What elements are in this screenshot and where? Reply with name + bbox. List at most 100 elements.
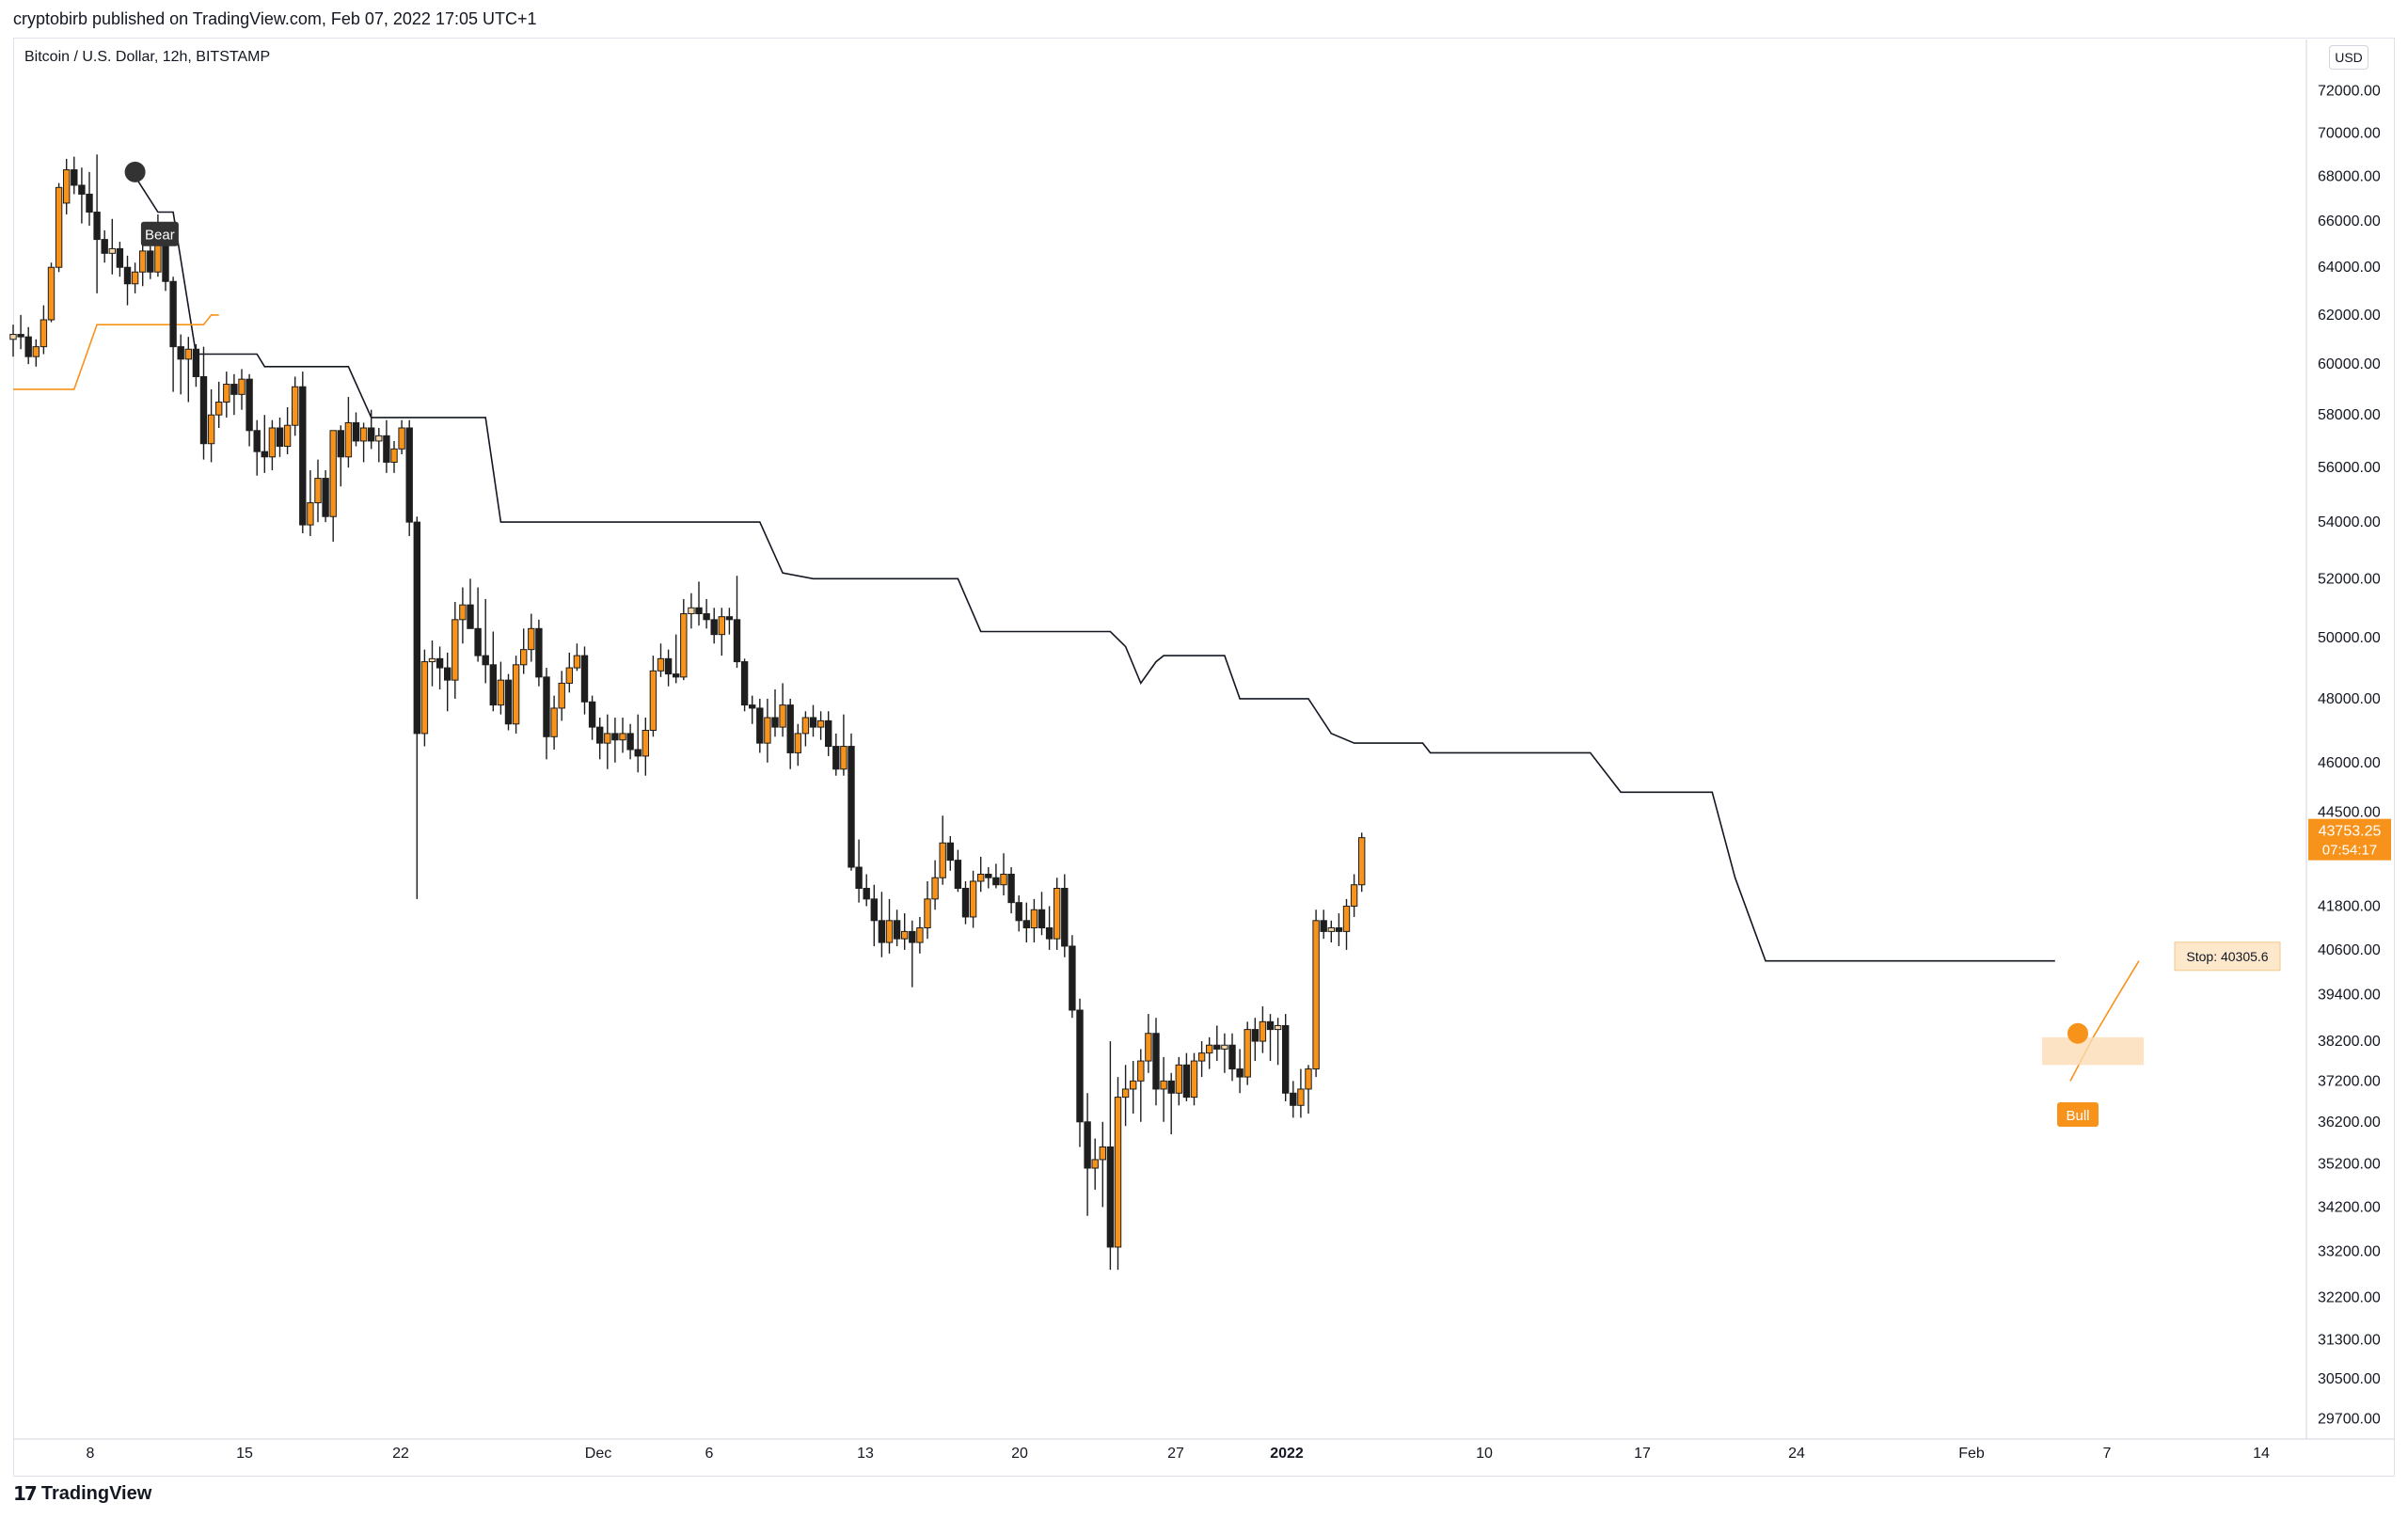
price-tick-label: 32200.00 — [2318, 1290, 2381, 1306]
candle-body — [1084, 1121, 1091, 1169]
candle-body — [832, 746, 840, 770]
candle-body — [1099, 1146, 1106, 1161]
candle-body — [1259, 1020, 1267, 1042]
candle-body — [649, 670, 657, 732]
candle-body — [1114, 1097, 1122, 1248]
price-tick-label: 50000.00 — [2318, 630, 2381, 646]
candle-body — [924, 898, 931, 929]
time-tick-label: 2022 — [1270, 1446, 1304, 1462]
candle-body — [985, 873, 992, 878]
candle-body — [1015, 902, 1022, 922]
candle-body — [870, 898, 878, 922]
candle-body — [520, 649, 528, 666]
candle-body — [276, 427, 284, 448]
candle-body — [695, 607, 703, 615]
candle-body — [565, 667, 573, 684]
candle-body — [909, 930, 916, 943]
candle-body — [199, 375, 208, 445]
candle-body — [626, 733, 634, 751]
candle-body — [680, 613, 688, 678]
price-tick-label: 54000.00 — [2318, 514, 2381, 530]
tradingview-brand-text: TradingView — [40, 1482, 152, 1504]
time-tick-label: 14 — [2253, 1446, 2270, 1462]
candle-body — [383, 435, 390, 463]
candle-body — [139, 250, 147, 273]
time-tick-label: 24 — [1788, 1446, 1805, 1462]
price-tick-label: 66000.00 — [2318, 213, 2381, 229]
candle-body — [1038, 909, 1046, 929]
candle-body — [634, 749, 642, 757]
candle-body — [1130, 1080, 1137, 1090]
candle-body — [992, 877, 1000, 886]
candle-body — [855, 866, 863, 890]
candle-body — [946, 842, 954, 862]
candle-body — [664, 657, 673, 675]
candle-body — [794, 733, 801, 753]
candle-body — [123, 266, 132, 285]
candle-body — [292, 386, 299, 426]
candle-body — [779, 704, 786, 728]
candle-body — [55, 186, 63, 268]
candle-body — [550, 707, 558, 737]
candle-body — [512, 664, 520, 725]
tradingview-logo-icon: 17 — [13, 1482, 38, 1505]
candle-body — [718, 616, 725, 636]
candle-body — [740, 661, 749, 706]
candle-body — [1350, 884, 1358, 907]
candle-body — [101, 239, 108, 254]
candle-body — [604, 733, 611, 744]
candle-body — [444, 667, 452, 681]
time-tick-label: 22 — [392, 1446, 409, 1462]
candle-body — [1197, 1052, 1206, 1062]
time-tick-label: Feb — [1958, 1446, 1985, 1462]
candle-body — [1228, 1044, 1236, 1070]
price-axis[interactable]: 72000.00 70000.00 68000.00 66000.00 64000.00… — [2305, 40, 2381, 1439]
candle-body — [916, 927, 924, 943]
candle-body — [482, 655, 489, 666]
candle-body — [1266, 1020, 1275, 1031]
price-tick-label: 48000.00 — [2318, 691, 2381, 707]
last-price-bg — [2308, 818, 2391, 861]
candle-body — [32, 346, 40, 357]
bull-entry-zone — [2042, 1036, 2144, 1066]
candle-body — [528, 627, 535, 651]
currency-button[interactable]: USD — [2329, 45, 2368, 70]
candle-body — [1160, 1080, 1167, 1090]
candle-body — [9, 334, 17, 340]
candle-body — [733, 619, 741, 663]
candle-body — [969, 880, 977, 918]
time-tick-label: 7 — [2103, 1446, 2112, 1462]
price-tick-label: 52000.00 — [2318, 571, 2381, 587]
last-price-label: 43753.25 07:54:17 — [2308, 818, 2391, 861]
time-tick-label: 13 — [857, 1446, 874, 1462]
candle-body — [1007, 873, 1015, 904]
price-tick-label: 44500.00 — [2318, 805, 2381, 821]
candle-body — [337, 430, 345, 458]
candle-body — [657, 657, 665, 672]
bear-signal-dot — [124, 161, 146, 182]
candle-body — [1251, 1029, 1259, 1042]
candle-body — [452, 619, 459, 681]
candle-body — [1282, 1024, 1290, 1094]
price-tick-label: 68000.00 — [2318, 169, 2381, 185]
tradingview-brand[interactable]: 17 TradingView — [13, 1482, 151, 1505]
candle-body — [1358, 837, 1366, 886]
candle-body — [1045, 927, 1054, 940]
candle-body — [725, 616, 734, 621]
candle-body — [24, 336, 32, 357]
price-tick-label: 37200.00 — [2318, 1073, 2381, 1089]
candle-body — [543, 676, 550, 737]
candle-body — [1274, 1024, 1282, 1031]
price-tick-label: 60000.00 — [2318, 356, 2381, 372]
candle-body — [619, 733, 626, 741]
bull-label: Bull — [2066, 1108, 2089, 1124]
candle-body — [939, 842, 946, 878]
time-axis[interactable]: 8 15 22 Dec 6 13 20 27 2022 10 17 24 Feb 7 14 — [13, 1438, 2395, 1462]
candle-body — [261, 451, 269, 458]
candle-body — [322, 478, 329, 517]
candle-body — [40, 319, 48, 348]
candle-body — [116, 247, 124, 268]
candle-body — [375, 435, 383, 442]
bull-signal-dot — [2067, 1022, 2088, 1044]
